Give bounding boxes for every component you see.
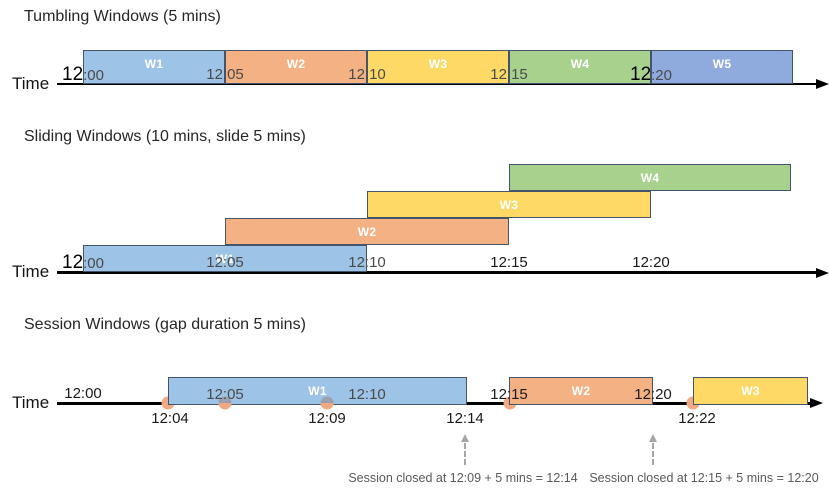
session-tick-12-05: 12:05	[206, 386, 244, 403]
callout-arrow-up-icon	[649, 434, 657, 442]
sliding-window-w4: W4	[509, 164, 791, 191]
session-window-w1: W1	[168, 377, 467, 405]
session-timeline-arrowhead-icon	[810, 398, 823, 408]
callout-arrow-up-icon	[461, 434, 469, 442]
tumbling-tick-12-10: 12:10	[348, 66, 386, 83]
window-label: W3	[499, 197, 519, 212]
tumbling-timeline-axis	[57, 83, 820, 85]
tumbling-window-w2: W2	[225, 50, 367, 84]
tumbling-window-w1: W1	[83, 50, 225, 84]
window-label: W2	[571, 384, 591, 398]
session-title: Session Windows (gap duration 5 mins)	[24, 316, 306, 333]
session-window-w2: W2	[509, 377, 653, 405]
sliding-tick-12-10: 12:10	[348, 254, 386, 271]
window-label: W3	[741, 384, 760, 398]
event-label-12-09: 12:09	[308, 410, 346, 427]
sliding-timeline-arrowhead-icon	[816, 268, 829, 278]
sliding-tick-12-20: 12:20	[632, 254, 670, 271]
event-dot-12-05	[218, 396, 232, 410]
sliding-time-axis-label: Time	[12, 262, 50, 281]
tumbling-window-w3: W3	[367, 50, 509, 84]
sliding-window-w2: W2	[225, 218, 509, 245]
tumbling-tick-12-05: 12:05	[206, 66, 244, 83]
sliding-window-w3: W3	[367, 191, 651, 218]
window-label: W4	[640, 170, 660, 185]
session-tick-12-15: 12:15	[490, 386, 528, 403]
callout-arrow-line	[464, 443, 466, 465]
tumbling-window-w4: W4	[509, 50, 651, 84]
window-label: W1	[144, 57, 164, 71]
window-label: W4	[570, 57, 590, 71]
sliding-title: Sliding Windows (10 mins, slide 5 mins)	[24, 128, 306, 145]
tumbling-time-axis-label: Time	[12, 74, 50, 93]
session-tick-12-20: 12:20	[634, 386, 672, 403]
tumbling-tick-12-20: 12:20	[630, 64, 672, 85]
session-tick-12-00: 12:00	[64, 385, 102, 402]
event-label-12-22: 12:22	[678, 410, 716, 427]
window-label: W5	[712, 57, 732, 71]
session-time-axis-label: Time	[12, 393, 50, 412]
session-close-annotation-1: Session closed at 12:09 + 5 mins = 12:14	[348, 471, 578, 485]
sliding-tick-12-05: 12:05	[206, 254, 244, 271]
window-label: W1	[308, 384, 327, 398]
sliding-tick-12-00: 12:00	[62, 252, 104, 273]
tumbling-tick-12-15: 12:15	[490, 66, 528, 83]
sliding-timeline-axis	[57, 271, 820, 274]
tumbling-window-w5: W5	[651, 50, 793, 84]
event-label-12-04: 12:04	[151, 410, 189, 427]
window-label: W2	[286, 57, 306, 71]
event-label-12-14: 12:14	[446, 410, 484, 427]
event-dot-12-09	[320, 396, 334, 410]
callout-arrow-line	[652, 443, 654, 465]
session-close-annotation-2: Session closed at 12:15 + 5 mins = 12:20	[589, 471, 819, 485]
tumbling-timeline-arrowhead-icon	[816, 79, 829, 89]
session-tick-12-10: 12:10	[348, 386, 386, 403]
window-label: W1	[215, 251, 235, 266]
sliding-tick-12-15: 12:15	[490, 254, 528, 271]
tumbling-tick-12-00: 12:00	[62, 64, 104, 85]
tumbling-title: Tumbling Windows (5 mins)	[24, 8, 221, 25]
session-window-w3: W3	[693, 377, 808, 405]
sliding-window-w1: W1	[83, 245, 367, 272]
window-label: W2	[357, 224, 377, 239]
window-label: W3	[428, 57, 448, 71]
